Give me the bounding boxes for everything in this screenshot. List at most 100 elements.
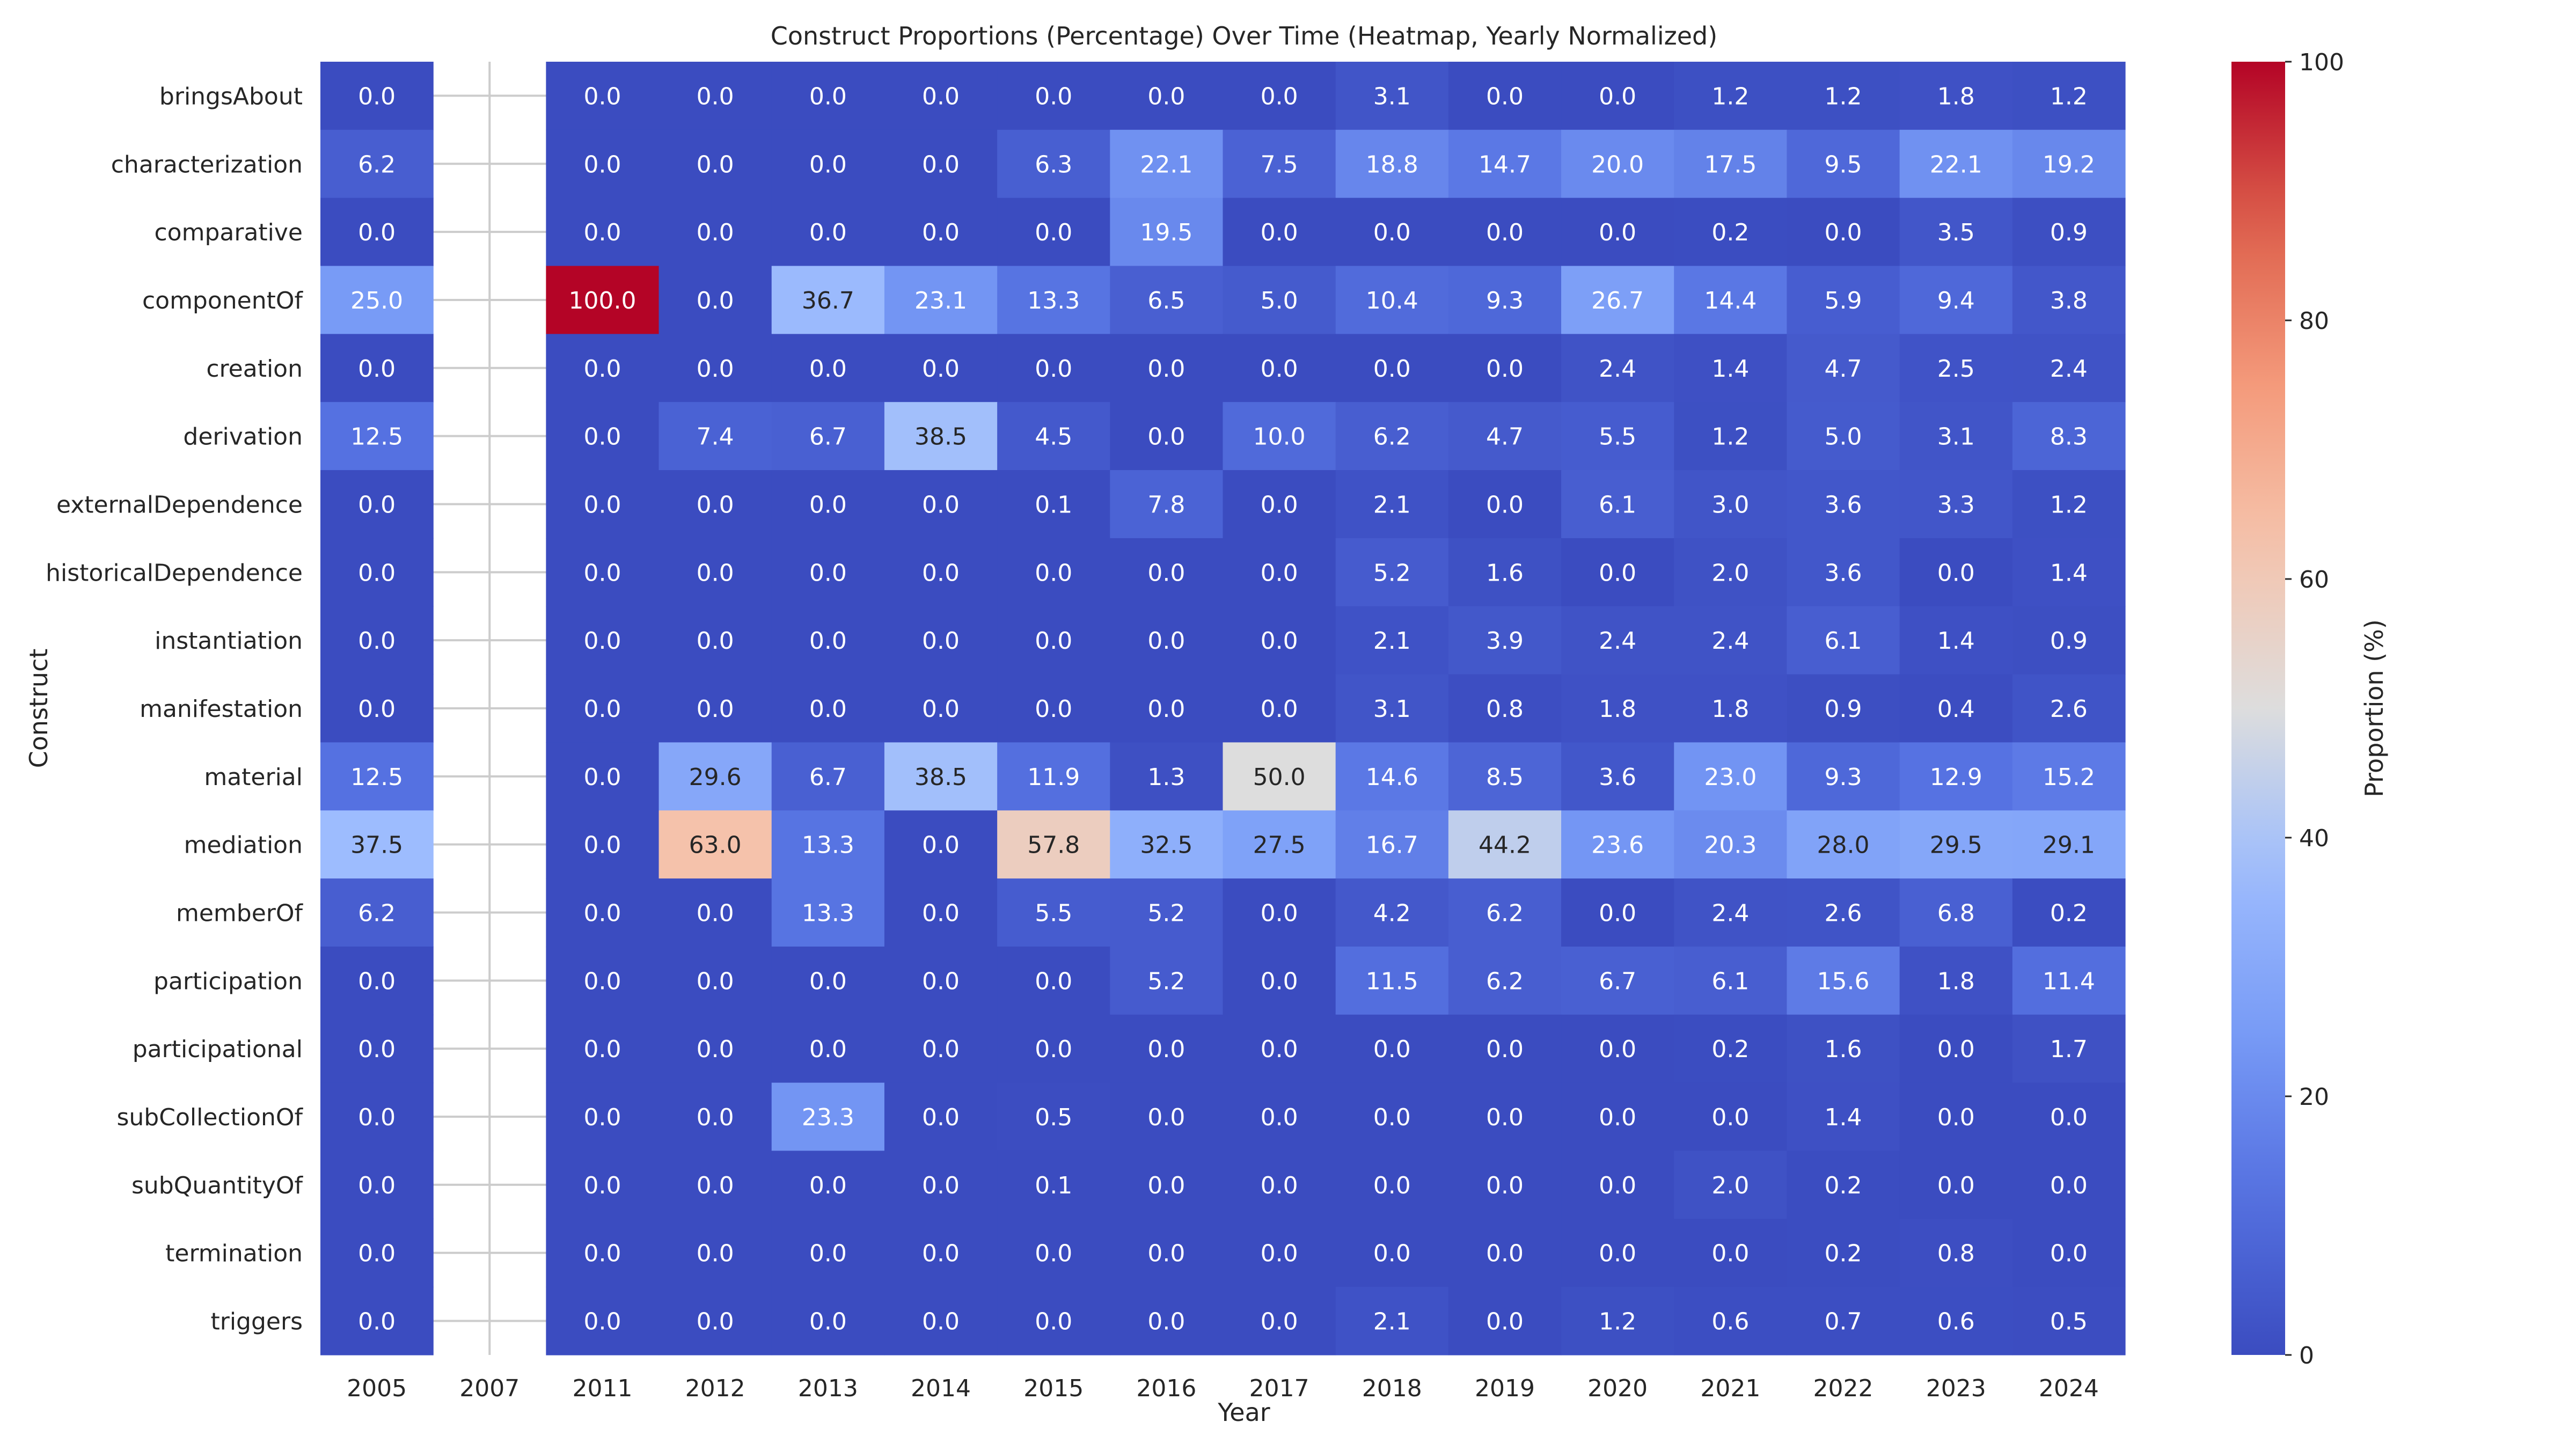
heatmap-cell (1335, 538, 1449, 607)
heatmap-cell (1223, 402, 1336, 471)
heatmap-cell (1674, 878, 1788, 947)
heatmap-cell (658, 1150, 772, 1219)
cell-value-label: 0.2 (1711, 219, 1749, 246)
colorbar-tick-label: 60 (2299, 566, 2329, 593)
heatmap-cell (658, 1219, 772, 1287)
y-tick-label: subQuantityOf (131, 1172, 304, 1199)
cell-value-label: 0.0 (1261, 968, 1298, 995)
cell-value-label: 6.3 (1035, 151, 1072, 178)
cell-value-label: 0.0 (922, 627, 960, 655)
heatmap-cell (1787, 470, 1900, 539)
heatmap-cell (1335, 266, 1449, 334)
colorbar-tick-label: 20 (2299, 1083, 2329, 1111)
cell-value-label: 0.0 (2050, 1104, 2088, 1131)
heatmap-cell (320, 674, 434, 743)
heatmap-cell (1787, 674, 1900, 743)
heatmap-cell (1110, 674, 1224, 743)
cell-value-label: 0.0 (809, 627, 847, 655)
cell-value-label: 25.0 (350, 287, 403, 314)
heatmap-cell (1561, 946, 1674, 1015)
heatmap-cell (884, 1082, 998, 1152)
heatmap-cell (1674, 742, 1788, 811)
x-tick-label: 2018 (1362, 1375, 1422, 1402)
heatmap-cell (658, 1014, 772, 1083)
cell-value-label: 8.5 (1486, 764, 1524, 791)
heatmap-cell (658, 334, 772, 402)
heatmap-cell (1223, 606, 1336, 675)
cell-value-label: 0.0 (1147, 423, 1185, 451)
cell-value-label: 0.0 (697, 1104, 734, 1131)
heatmap-cell (1674, 129, 1788, 199)
heatmap-cell (1561, 197, 1674, 267)
cell-value-label: 0.0 (922, 832, 960, 859)
cell-value-label: 5.9 (1825, 287, 1862, 314)
cell-value-label: 2.0 (1711, 559, 1749, 587)
cell-value-label: 0.0 (1147, 1104, 1185, 1131)
heatmap-cell (1448, 674, 1562, 743)
heatmap-cell (1223, 1219, 1336, 1287)
heatmap-cell (997, 1082, 1110, 1152)
heatmap-cell (997, 810, 1110, 879)
heatmap-cell (1899, 1082, 2013, 1152)
cell-value-label: 0.0 (1599, 1172, 1636, 1199)
heatmap-cell (546, 470, 660, 539)
cell-value-label: 0.0 (697, 287, 734, 314)
cell-value-label: 13.3 (1027, 287, 1080, 314)
x-tick-label: 2014 (911, 1375, 971, 1402)
cell-value-label: 1.8 (1937, 968, 1975, 995)
cell-value-label: 0.9 (2050, 627, 2088, 655)
cell-value-label: 6.8 (1937, 900, 1975, 927)
cell-value-label: 0.0 (1486, 1172, 1524, 1199)
heatmap-cell (1899, 810, 2013, 879)
cell-value-label: 0.0 (1711, 1104, 1749, 1131)
cell-value-label: 7.8 (1147, 491, 1185, 518)
heatmap-cell (320, 1150, 434, 1219)
heatmap-cell (2012, 1219, 2126, 1287)
cell-value-label: 10.0 (1253, 423, 1306, 451)
cell-value-label: 0.0 (358, 1172, 396, 1199)
cell-value-label: 0.0 (1035, 219, 1072, 246)
heatmap-cell (1448, 606, 1562, 675)
y-axis-label: Construct (24, 649, 53, 768)
heatmap-cell (884, 129, 998, 199)
heatmap-cell (2012, 946, 2126, 1015)
cell-value-label: 0.0 (1035, 559, 1072, 587)
cell-value-label: 7.4 (697, 423, 734, 451)
heatmap-cell (546, 878, 660, 947)
heatmap-cell (320, 402, 434, 471)
heatmap-cell (658, 742, 772, 811)
cell-value-label: 0.5 (1035, 1104, 1072, 1131)
heatmap-cell (1899, 62, 2013, 130)
cell-value-label: 0.0 (583, 151, 621, 178)
heatmap-cell (546, 334, 660, 402)
cell-value-label: 0.0 (697, 1036, 734, 1063)
heatmap-cell (1223, 810, 1336, 879)
heatmap-cell (546, 1150, 660, 1219)
cell-value-label: 0.0 (922, 83, 960, 110)
heatmap-cell (658, 1287, 772, 1355)
heatmap-cell (1561, 1082, 1674, 1152)
cell-value-label: 0.0 (1937, 1104, 1975, 1131)
heatmap-cell (1110, 1014, 1224, 1083)
cell-value-label: 9.3 (1825, 764, 1862, 791)
cell-value-label: 0.0 (1261, 1036, 1298, 1063)
cell-value-label: 0.0 (358, 695, 396, 723)
cell-value-label: 0.0 (922, 1172, 960, 1199)
heatmap-cell (320, 62, 434, 130)
cell-value-label: 0.0 (358, 1104, 396, 1131)
cell-value-label: 0.0 (809, 968, 847, 995)
cell-value-label: 0.0 (1711, 1240, 1749, 1267)
heatmap-cell (1223, 197, 1336, 267)
cell-value-label: 5.0 (1261, 287, 1298, 314)
heatmap-cell (1561, 62, 1674, 130)
cell-value-label: 0.7 (1825, 1308, 1862, 1336)
heatmap-cell (2012, 1082, 2126, 1152)
cell-value-label: 1.4 (1711, 355, 1749, 383)
heatmap-cell (1335, 402, 1449, 471)
cell-value-label: 0.0 (697, 695, 734, 723)
heatmap-cell (771, 402, 885, 471)
cell-value-label: 14.7 (1479, 151, 1531, 178)
cell-value-label: 0.0 (1599, 1104, 1636, 1131)
cell-value-label: 0.0 (1261, 627, 1298, 655)
